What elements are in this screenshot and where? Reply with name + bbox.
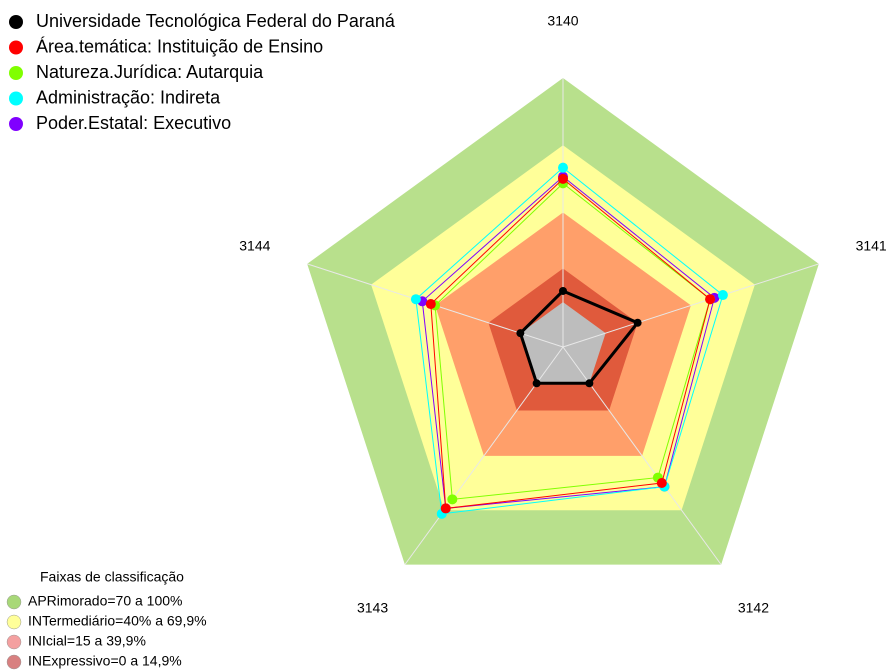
point — [585, 379, 594, 388]
band-legend-label: INIcial=15 a 39,9% — [28, 633, 146, 649]
legend-label: Administração: Indireta — [36, 87, 221, 107]
point — [717, 290, 728, 301]
legend-marker — [9, 66, 23, 80]
series-line — [518, 289, 641, 385]
spoke — [562, 263, 819, 348]
band-legend-marker — [6, 614, 22, 630]
legend-label: Poder.Estatal: Executivo — [36, 113, 231, 133]
series-line — [415, 167, 724, 515]
point — [559, 286, 567, 295]
axis-label: 3142 — [738, 600, 769, 616]
band-legend-label: INExpressivo=0 a 14,9% — [28, 653, 182, 669]
band-legend-label: INTermediário=40% a 69,9% — [28, 613, 207, 629]
point — [558, 162, 568, 173]
legend-marker — [9, 117, 23, 131]
series-line — [430, 178, 711, 509]
axis-label: 3140 — [547, 13, 578, 29]
legend-label: Universidade Tecnológica Federal do Para… — [36, 11, 396, 31]
legend-label: Natureza.Jurídica: Autarquia — [36, 62, 264, 82]
legend-marker — [9, 15, 23, 29]
axis-label: 3141 — [856, 238, 887, 254]
band-legend-marker — [6, 654, 22, 670]
legend-label: Área.temática: Instituição de Ensino — [36, 36, 323, 56]
legend-marker — [9, 91, 23, 106]
bands-title: Faixas de classificação — [40, 569, 184, 585]
point — [656, 478, 667, 489]
point — [633, 318, 642, 327]
series-line — [421, 175, 715, 509]
band-legend-label: APRimorado=70 a 100% — [28, 593, 183, 609]
point — [558, 173, 568, 184]
point — [516, 329, 525, 338]
legend-marker — [9, 40, 23, 55]
point — [532, 379, 541, 388]
axis-label: 3144 — [239, 238, 270, 254]
band-legend-marker — [6, 594, 22, 610]
series-line — [434, 182, 711, 500]
point — [410, 294, 421, 305]
point — [447, 494, 458, 505]
point — [705, 294, 716, 305]
point — [440, 503, 451, 514]
point — [425, 299, 436, 310]
band-legend-marker — [6, 634, 22, 650]
axis-label: 3143 — [357, 600, 388, 616]
